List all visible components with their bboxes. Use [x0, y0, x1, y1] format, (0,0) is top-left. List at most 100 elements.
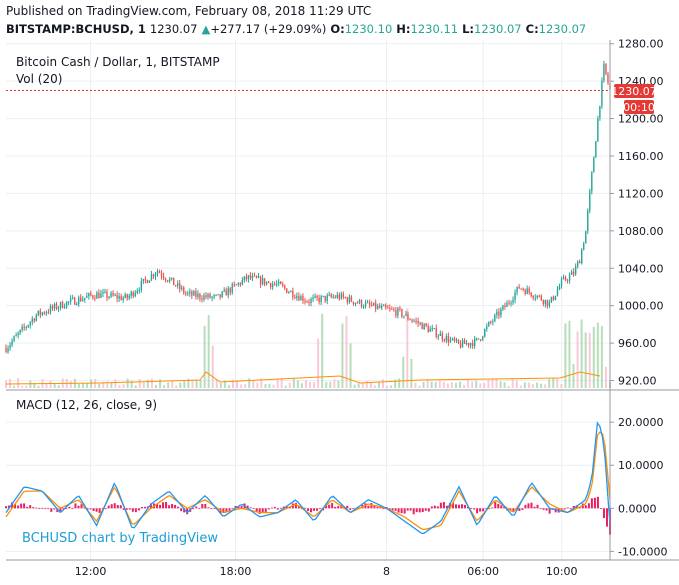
macd-histogram-bar — [56, 508, 59, 513]
candle-body — [251, 275, 254, 279]
volume-bar — [454, 382, 457, 388]
candle-body — [126, 294, 128, 299]
candle-body — [330, 294, 332, 297]
macd-histogram-bar — [32, 507, 35, 509]
candle-body — [552, 296, 555, 300]
candle-body — [7, 348, 9, 352]
candle-body — [383, 305, 385, 307]
candle-body — [55, 303, 58, 309]
macd-histogram-bar — [548, 508, 551, 514]
macd-histogram-bar — [50, 508, 53, 512]
candle-body — [302, 296, 304, 302]
open-value: 1230.10 — [344, 22, 393, 36]
candle-body — [461, 340, 464, 348]
macd-histogram-bar — [503, 506, 506, 509]
candle-body — [158, 271, 161, 274]
candle-body — [304, 301, 306, 303]
volume-bar — [57, 385, 60, 388]
macd-histogram-bar — [198, 508, 201, 510]
macd-histogram-bar — [213, 508, 216, 510]
macd-histogram-bar — [231, 508, 234, 510]
axes: 1280.001240.001200.001160.001120.001080.… — [6, 38, 679, 578]
candle-body — [217, 294, 219, 296]
macd-histogram-bar — [464, 504, 467, 509]
volume-bar — [236, 380, 239, 388]
candle-body — [425, 323, 427, 327]
candle-body — [389, 308, 391, 310]
macd-histogram-bar — [476, 508, 479, 514]
candle-body — [65, 301, 68, 308]
candle-body — [403, 315, 405, 317]
candle-body — [370, 304, 373, 306]
countdown-tag: 00:10 — [623, 100, 655, 114]
candle-body — [439, 333, 442, 336]
candle-body — [352, 301, 355, 304]
volume-bar — [507, 385, 510, 388]
tradingview-watermark[interactable]: BCHUSD chart by TradingView — [22, 531, 218, 546]
price-tick-label: 1040.00 — [618, 262, 664, 275]
macd-histogram-bar — [473, 508, 476, 510]
candle-body — [599, 105, 601, 119]
candle-body — [498, 311, 500, 316]
volume-bar — [252, 380, 255, 388]
volume-bar — [215, 379, 218, 388]
volume-bar — [442, 382, 445, 388]
candle-body — [160, 273, 163, 277]
candle-body — [61, 302, 64, 308]
volume-bar — [98, 383, 101, 388]
candle-body — [562, 277, 565, 280]
candle-body — [445, 336, 448, 341]
volume-bar — [349, 343, 352, 388]
candle-body — [201, 298, 203, 300]
macd-histogram-bar — [29, 505, 32, 509]
candle-body — [433, 328, 435, 330]
candle-body — [57, 307, 60, 309]
macd-histogram-bar — [418, 508, 421, 513]
candle-body — [227, 288, 229, 296]
candle-body — [172, 277, 175, 286]
volume-bar — [479, 383, 482, 388]
candle-body — [314, 295, 316, 298]
candle-body — [152, 274, 155, 277]
candle-body — [310, 299, 312, 303]
macd-histogram-bar — [373, 505, 376, 509]
last-price-value: 1230.07 — [149, 22, 198, 36]
candle-body — [209, 293, 211, 298]
macd-histogram-bar — [47, 508, 50, 510]
candle-body — [37, 310, 40, 315]
candle-body — [237, 282, 240, 285]
candle-body — [459, 343, 462, 348]
macd-histogram-bar — [282, 506, 285, 509]
volume-bar — [568, 320, 571, 388]
macd-tick-label: 0.0000 — [618, 502, 657, 515]
candle-body — [19, 329, 21, 334]
macd-histogram-bar — [92, 508, 95, 512]
macd-histogram-bar — [131, 508, 134, 512]
volume-bar — [604, 366, 607, 388]
macd-histogram-bar — [578, 507, 581, 509]
candle-body — [572, 271, 575, 275]
candle-body — [405, 313, 407, 316]
candle-body — [136, 290, 139, 293]
candle-body — [67, 301, 70, 303]
candle-body — [269, 282, 272, 288]
candle-body — [39, 310, 42, 315]
candle-body — [298, 295, 300, 301]
macd-histogram-bar — [297, 505, 300, 509]
candle-body — [286, 288, 288, 294]
macd-histogram-bar — [264, 508, 267, 514]
candle-body — [102, 292, 104, 294]
candle-body — [550, 296, 553, 303]
candle-body — [25, 326, 27, 328]
volume-bar — [544, 384, 547, 388]
volume-bar — [25, 385, 28, 388]
candle-body — [492, 321, 494, 323]
price-tick-label: 1280.00 — [618, 38, 664, 51]
macd-histogram-bar — [500, 505, 503, 509]
macd-histogram-bar — [512, 508, 515, 513]
volume-bar — [82, 383, 85, 388]
volume-bar — [333, 379, 336, 388]
volume-bar — [77, 383, 80, 388]
candle-body — [98, 292, 100, 299]
